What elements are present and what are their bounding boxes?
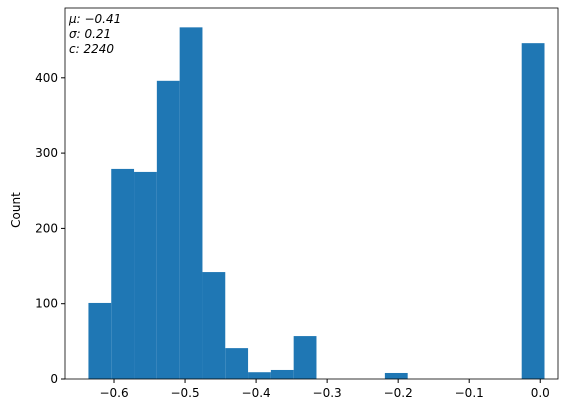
y-axis-label: Count [9, 192, 23, 228]
axes-frame [64, 7, 559, 380]
bar [293, 336, 317, 379]
x-tick-label: −0.4 [242, 386, 271, 400]
bar [248, 372, 271, 379]
bar [202, 272, 226, 379]
y-tick-label: 0 [50, 372, 58, 386]
bar [179, 27, 203, 380]
y-tick-label: 100 [35, 297, 58, 311]
x-tick-label: −0.1 [455, 386, 484, 400]
bar [111, 168, 135, 379]
stat-annotation: μ: −0.41 [68, 12, 121, 26]
bar [384, 372, 408, 379]
bar [134, 171, 157, 379]
bar [88, 302, 112, 379]
y-tick-label: 200 [35, 221, 58, 235]
x-tick-label: 0.0 [531, 386, 550, 400]
x-tick-label: −0.6 [99, 386, 128, 400]
y-tick-label: 300 [35, 146, 58, 160]
stat-annotation: c: 2240 [69, 42, 114, 56]
stat-annotation: σ: 0.21 [69, 27, 111, 41]
bar [225, 348, 249, 379]
bar [156, 80, 180, 380]
bar [270, 369, 294, 379]
x-tick-label: −0.2 [384, 386, 413, 400]
x-tick-label: −0.5 [170, 386, 199, 400]
x-tick-label: −0.3 [313, 386, 342, 400]
bar [521, 43, 545, 380]
y-tick-label: 400 [35, 71, 58, 85]
